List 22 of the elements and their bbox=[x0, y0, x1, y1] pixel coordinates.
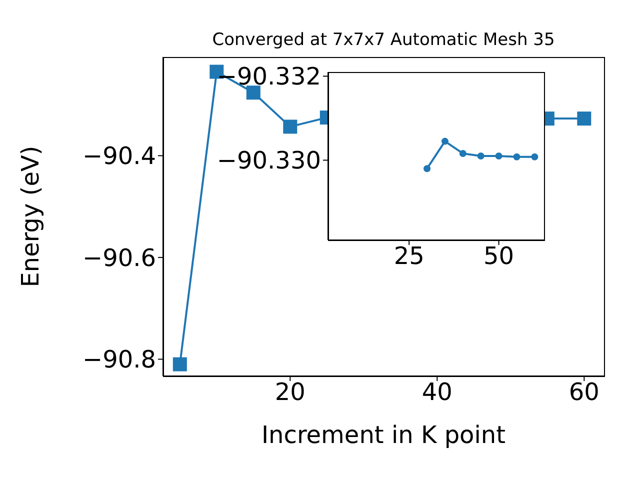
point bbox=[477, 152, 484, 160]
x-tick-label: 60 bbox=[568, 378, 600, 406]
y-axis-title: Energy (eV) bbox=[16, 146, 45, 288]
x-axis-title: Increment in K point bbox=[261, 421, 506, 450]
y-tick-label: −90.4 bbox=[82, 142, 156, 170]
point bbox=[577, 112, 592, 126]
x-tick-label: 40 bbox=[422, 378, 452, 406]
x-tick-label: 50 bbox=[484, 242, 514, 270]
point bbox=[424, 165, 431, 172]
point bbox=[283, 120, 298, 134]
point bbox=[495, 152, 502, 160]
point bbox=[459, 150, 466, 157]
point bbox=[172, 357, 187, 372]
x-tick-label: 25 bbox=[394, 242, 424, 270]
y-tick-label: −90.330 bbox=[216, 146, 321, 175]
point bbox=[531, 153, 538, 160]
point bbox=[513, 153, 520, 160]
x-tick-label: 20 bbox=[274, 378, 306, 406]
point bbox=[441, 138, 448, 145]
chart-title: Converged at 7x7x7 Automatic Mesh 35 bbox=[211, 30, 556, 50]
y-tick-label: −90.8 bbox=[82, 346, 156, 374]
y-tick-label: −90.6 bbox=[82, 244, 156, 272]
